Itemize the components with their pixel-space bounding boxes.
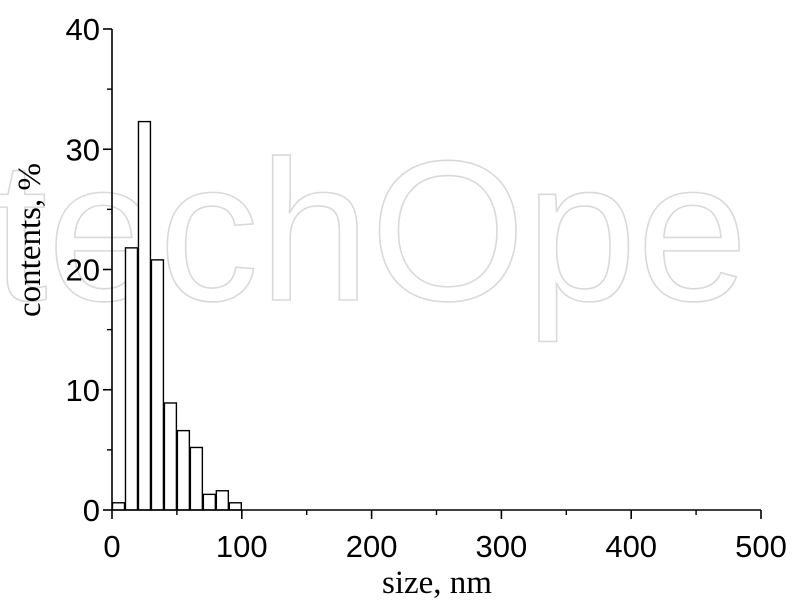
histogram-bar-4 (163, 402, 178, 511)
x-tick-label-2: 200 (346, 529, 398, 564)
y-axis-title: contents, % (12, 163, 48, 317)
histogram-bar-6 (189, 446, 204, 511)
histogram-bar-1 (124, 247, 139, 511)
histogram-bar-3 (150, 259, 165, 511)
histogram-bar-0 (111, 502, 126, 511)
y-tick-label-3: 30 (66, 132, 100, 167)
histogram-bar-9 (228, 502, 243, 511)
x-tick-label-1: 100 (216, 529, 268, 564)
y-tick-label-1: 10 (66, 373, 100, 408)
histogram-bar-8 (215, 490, 230, 511)
y-tick-label-4: 40 (66, 12, 100, 47)
axes-layer: 0 100 200 300 400 500 0 10 20 30 40 (66, 12, 787, 564)
x-axis-title: size, nm (382, 565, 492, 600)
y-tick-label-0: 0 (83, 493, 100, 528)
x-tick-label-3: 300 (476, 529, 528, 564)
x-tick-label-5: 500 (735, 529, 787, 564)
histogram-bar-5 (176, 429, 191, 511)
x-tick-label-0: 0 (103, 529, 120, 564)
histogram-bar-2 (137, 120, 152, 511)
x-tick-label-4: 400 (605, 529, 657, 564)
histogram-bar-7 (202, 493, 217, 511)
y-tick-label-2: 20 (66, 253, 100, 288)
